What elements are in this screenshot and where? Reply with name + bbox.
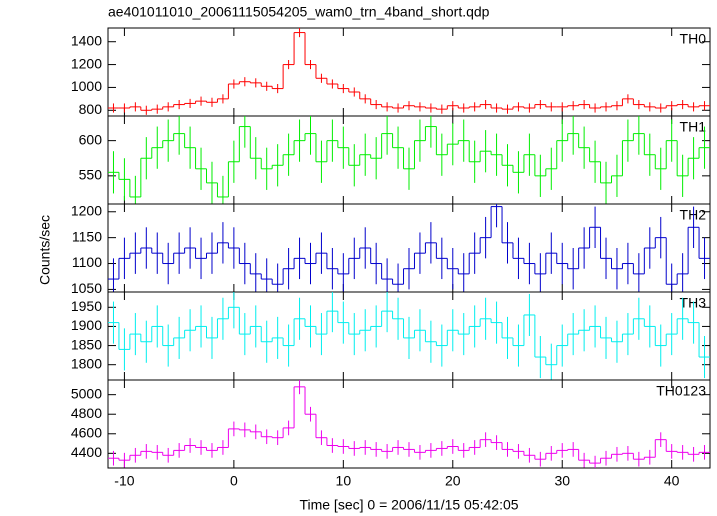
y-tick-label: 1850 (71, 336, 102, 352)
y-tick-label: 5000 (71, 385, 102, 401)
y-tick-label: 1000 (71, 78, 102, 94)
y-tick-label: 1400 (71, 32, 102, 48)
y-tick-label: 600 (79, 131, 103, 147)
y-tick-label: 1150 (72, 228, 102, 244)
x-tick-label: -10 (114, 473, 134, 489)
y-tick-label: 1050 (71, 280, 102, 296)
panel-frame (107, 379, 711, 469)
y-tick-label: 800 (79, 101, 103, 117)
x-axis-label: Time [sec] 0 = 2006/11/15 05:42:05 (299, 497, 518, 513)
y-axis-label: Counts/sec (37, 215, 53, 285)
panel-label: TH0 (680, 31, 707, 47)
y-tick-label: 1800 (71, 355, 102, 371)
y-tick-label: 1200 (71, 202, 102, 218)
chart-title: ae401011010_20061115054205_wam0_trn_4ban… (108, 4, 490, 20)
panel-label: TH1 (680, 119, 707, 135)
y-tick-label: 1900 (71, 317, 102, 333)
y-tick-label: 550 (79, 167, 103, 183)
y-tick-label: 4800 (71, 405, 102, 421)
y-tick-label: 4600 (71, 424, 102, 440)
x-tick-label: 10 (336, 473, 352, 489)
panel-label: TH0123 (656, 383, 706, 399)
y-tick-label: 1100 (72, 254, 102, 270)
x-tick-label: 0 (230, 473, 238, 489)
panel-label: TH2 (680, 207, 707, 223)
panel-label: TH3 (680, 295, 707, 311)
x-tick-label: 40 (664, 473, 680, 489)
y-tick-label: 1200 (71, 55, 102, 71)
y-tick-label: 4400 (71, 444, 102, 460)
y-tick-label: 1950 (71, 298, 102, 314)
x-tick-label: 30 (554, 473, 570, 489)
x-tick-label: 20 (445, 473, 461, 489)
